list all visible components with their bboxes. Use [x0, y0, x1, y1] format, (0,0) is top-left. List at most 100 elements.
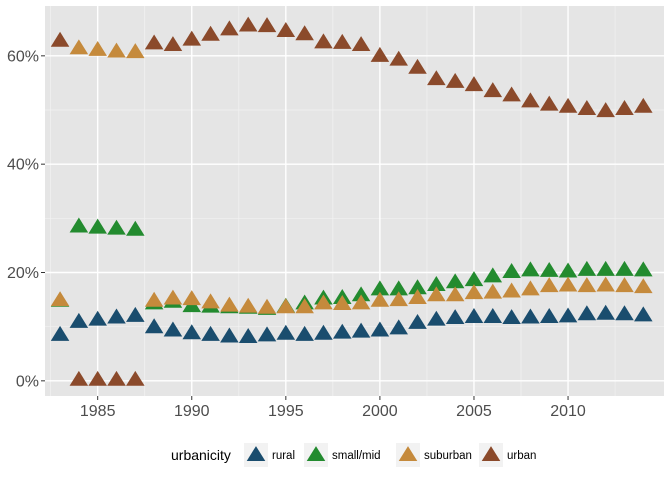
legend: urbanicity rural small/mid suburban urban	[171, 443, 536, 467]
point-suburban	[558, 276, 578, 292]
point-rural	[314, 324, 333, 340]
x-tick-label: 2005	[456, 403, 492, 420]
point-urban	[577, 99, 597, 115]
legend-marker-small-mid	[306, 446, 326, 462]
point-urban	[427, 70, 446, 86]
point-rural	[295, 325, 314, 341]
point-small-mid	[351, 286, 371, 302]
point-suburban	[276, 298, 296, 314]
point-rural	[408, 313, 427, 329]
x-tick-label: 1990	[174, 403, 210, 420]
point-small-mid	[558, 262, 578, 278]
point-small-mid	[502, 263, 521, 279]
point-small-mid	[539, 261, 559, 277]
legend-label-urban: urban	[507, 450, 536, 462]
point-urban	[314, 33, 333, 49]
point-suburban	[634, 278, 653, 294]
point-rural	[88, 310, 107, 326]
point-urban	[144, 34, 164, 50]
point-suburban	[201, 293, 220, 309]
point-suburban	[314, 294, 333, 310]
point-urban	[370, 46, 390, 62]
x-tick-label: 1985	[80, 403, 116, 420]
point-rural	[445, 309, 465, 325]
x-tick-label: 1995	[268, 403, 304, 420]
point-rural	[163, 321, 183, 337]
point-suburban	[257, 298, 277, 314]
y-tick-label: 0%	[16, 373, 39, 390]
point-urban	[220, 20, 239, 36]
point-suburban	[182, 290, 202, 306]
point-urban	[351, 36, 371, 52]
point-urban	[558, 97, 578, 113]
point-urban	[88, 370, 107, 386]
point-rural	[521, 308, 540, 324]
point-urban	[50, 31, 70, 47]
legend-marker-suburban	[398, 446, 418, 462]
point-rural	[596, 304, 615, 320]
point-small-mid	[370, 280, 390, 296]
legend-label-rural: rural	[272, 450, 295, 462]
point-rural	[332, 323, 352, 339]
point-small-mid	[427, 276, 446, 292]
point-suburban	[88, 40, 107, 56]
point-small-mid	[577, 260, 597, 276]
point-urban	[445, 72, 465, 88]
point-urban	[521, 92, 540, 108]
point-small-mid	[483, 267, 503, 283]
point-rural	[351, 322, 371, 338]
point-rural	[615, 305, 634, 321]
point-rural	[389, 319, 408, 335]
point-suburban	[163, 289, 183, 305]
point-small-mid	[445, 273, 465, 289]
point-rural	[220, 327, 239, 343]
point-suburban	[220, 296, 239, 312]
point-rural	[370, 321, 390, 337]
point-suburban	[596, 276, 615, 292]
point-rural	[238, 328, 258, 344]
point-rural	[182, 324, 202, 340]
point-suburban	[50, 291, 70, 307]
point-urban	[201, 25, 220, 41]
point-rural	[558, 307, 578, 323]
point-small-mid	[88, 218, 107, 234]
point-urban	[332, 33, 352, 49]
point-urban	[238, 16, 258, 32]
point-small-mid	[634, 261, 653, 277]
point-suburban	[370, 291, 390, 307]
point-suburban	[126, 43, 145, 59]
point-urban	[182, 30, 202, 46]
point-small-mid	[389, 280, 408, 296]
point-urban	[389, 50, 408, 66]
point-suburban	[238, 297, 258, 313]
point-small-mid	[126, 220, 145, 236]
point-rural	[201, 325, 220, 341]
point-small-mid	[408, 279, 427, 295]
point-rural	[577, 305, 597, 321]
point-urban	[126, 370, 145, 386]
x-tick-label: 2000	[362, 403, 398, 420]
point-urban	[464, 76, 484, 92]
axis-tick-marks	[41, 55, 569, 400]
point-suburban	[107, 42, 126, 58]
point-urban	[539, 95, 559, 111]
point-suburban	[502, 282, 521, 298]
y-tick-label: 60%	[7, 48, 39, 65]
legend-title: urbanicity	[171, 447, 231, 463]
point-rural	[502, 309, 521, 325]
legend-label-suburban: suburban	[424, 450, 472, 462]
point-urban	[69, 370, 89, 386]
point-urban	[408, 58, 427, 74]
point-rural	[483, 307, 503, 323]
point-suburban	[521, 280, 540, 296]
y-axis-tick-labels: 0% 20% 40% 60%	[7, 48, 39, 390]
y-tick-label: 40%	[7, 157, 39, 174]
point-urban	[596, 102, 615, 118]
point-small-mid	[521, 261, 540, 277]
point-urban	[257, 17, 277, 33]
point-suburban	[427, 286, 446, 302]
point-rural	[144, 318, 164, 334]
point-urban	[502, 86, 521, 102]
point-rural	[257, 326, 277, 342]
